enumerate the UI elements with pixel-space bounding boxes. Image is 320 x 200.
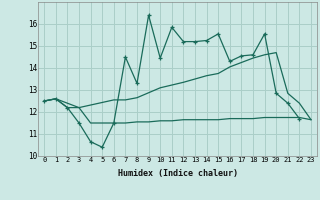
X-axis label: Humidex (Indice chaleur): Humidex (Indice chaleur) bbox=[118, 169, 238, 178]
